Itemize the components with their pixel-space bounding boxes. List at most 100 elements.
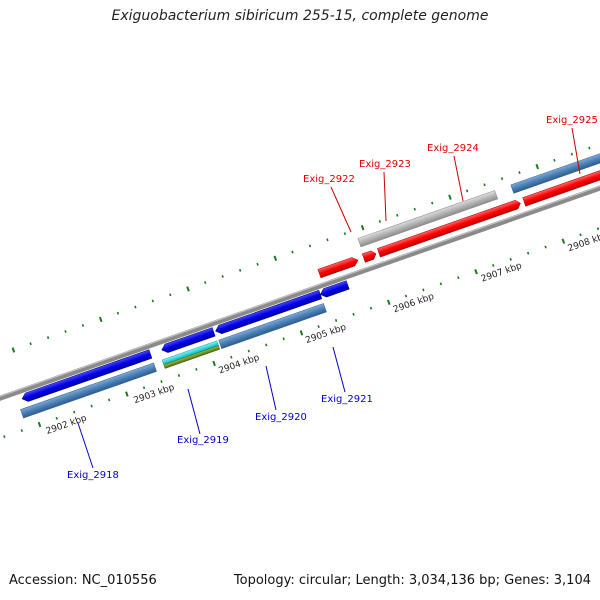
- scale-tick-top-minor: [308, 244, 312, 248]
- scale-tick-top-minor: [396, 213, 399, 217]
- scale-tick-bottom-minor: [55, 416, 58, 420]
- scale-tick-bottom-minor: [247, 349, 250, 353]
- leader-line-exig-2919: [187, 388, 201, 435]
- scale-tick-bottom-minor: [509, 257, 512, 261]
- gene-label-exig-2922[interactable]: Exig_2922: [303, 174, 355, 185]
- scale-tick-top-major: [535, 163, 540, 170]
- gene-label-exig-2924[interactable]: Exig_2924: [427, 143, 479, 154]
- scale-tick-top-minor: [553, 158, 556, 162]
- scale-tick-top-minor: [500, 177, 504, 181]
- scale-tick-top-minor: [326, 238, 329, 242]
- scale-tick-top-minor: [256, 262, 259, 266]
- scale-tick-bottom-major: [299, 330, 304, 336]
- feature-steel-bar-middle[interactable]: [218, 303, 327, 349]
- scale-label-2907: 2907 kbp: [480, 261, 524, 285]
- scale-tick-bottom-minor: [596, 227, 600, 231]
- scale-tick-bottom-major: [474, 269, 478, 275]
- scale-tick-top-minor: [81, 323, 85, 327]
- gene-arrow-exig-2919[interactable]: [160, 327, 216, 355]
- scale-tick-top-minor: [291, 250, 294, 254]
- scale-tick-top-minor: [518, 171, 521, 174]
- scale-tick-bottom-minor: [230, 355, 233, 359]
- feature-steel-bar-left[interactable]: [20, 362, 157, 419]
- scale-tick-bottom-major: [212, 360, 216, 367]
- scale-tick-bottom-major: [125, 391, 129, 397]
- scale-tick-bottom-minor: [177, 374, 181, 377]
- scale-tick-top-minor: [465, 189, 469, 193]
- scale-tick-top-minor: [570, 152, 574, 156]
- gene-label-exig-2918[interactable]: Exig_2918: [67, 470, 119, 481]
- summary-text: Topology: circular; Length: 3,034,136 bp…: [233, 573, 591, 588]
- scale-tick-bottom-minor: [492, 263, 495, 267]
- genome-track: 2902 kbp 2903 kbp 2904 kbp 2905 kbp 2906…: [0, 146, 600, 439]
- scale-tick-top-minor: [46, 336, 50, 340]
- scale-tick-top-major: [11, 347, 16, 353]
- scale-tick-bottom-minor: [334, 319, 338, 322]
- map-title: Exiguobacterium sibiricum 255-15, comple…: [111, 8, 489, 24]
- scale-ticks-top: [11, 146, 591, 353]
- scale-tick-bottom-minor: [439, 282, 443, 286]
- gene-arrow-exig-2922[interactable]: [317, 256, 360, 279]
- leader-line-exig-2920: [265, 365, 277, 411]
- gene-label-exig-2919[interactable]: Exig_2919: [177, 435, 229, 446]
- scale-tick-bottom-minor: [73, 410, 76, 414]
- scale-tick-top-minor: [483, 183, 486, 187]
- scale-ticks-bottom: [3, 227, 600, 439]
- scale-tick-top-minor: [431, 201, 434, 205]
- scale-label-2906: 2906 kbp: [392, 292, 436, 316]
- scale-tick-top-minor: [343, 232, 347, 236]
- scale-tick-top-minor: [204, 281, 207, 285]
- scale-tick-top-minor: [151, 299, 155, 303]
- scale-tick-bottom-minor: [352, 312, 355, 316]
- leader-line-exig-2918: [77, 422, 94, 469]
- genome-backbone-highlight: [0, 169, 600, 402]
- scale-tick-bottom-minor: [90, 404, 93, 408]
- scale-tick-top-major: [448, 194, 452, 200]
- scale-tick-top-minor: [134, 305, 137, 309]
- scale-tick-top-major: [98, 316, 103, 323]
- scale-tick-top-minor: [238, 268, 242, 272]
- scale-tick-bottom-minor: [404, 294, 408, 298]
- scale-tick-bottom-minor: [422, 288, 425, 292]
- feature-grey-bar[interactable]: [357, 190, 499, 248]
- gene-label-exig-2925[interactable]: Exig_2925: [546, 115, 598, 126]
- feature-steel-bar-right[interactable]: [510, 148, 600, 194]
- scale-label-2904: 2904 kbp: [218, 353, 262, 377]
- scale-tick-top-minor: [64, 330, 67, 333]
- scale-tick-top-minor: [116, 311, 120, 315]
- scale-tick-bottom-minor: [282, 337, 285, 341]
- gene-arrow-exig-2918[interactable]: [21, 349, 153, 403]
- leader-line-exig-2923: [383, 171, 387, 222]
- gene-arrow-exig-2923[interactable]: [361, 250, 377, 263]
- scale-tick-top-minor: [221, 275, 224, 278]
- scale-tick-bottom-minor: [369, 306, 373, 310]
- scale-tick-bottom-minor: [544, 245, 547, 249]
- scale-tick-bottom-minor: [457, 276, 460, 280]
- gene-arrow-exig-2921[interactable]: [319, 280, 350, 299]
- leader-line-exig-2921: [332, 346, 346, 393]
- scale-tick-top-minor: [413, 207, 416, 211]
- gene-arrow-exig-2924[interactable]: [377, 199, 522, 258]
- scale-tick-bottom-minor: [579, 233, 582, 237]
- scale-tick-bottom-minor: [142, 386, 146, 390]
- scale-tick-top-minor: [588, 146, 591, 150]
- scale-tick-bottom-minor: [317, 325, 320, 329]
- gene-label-exig-2923[interactable]: Exig_2923: [359, 159, 411, 170]
- scale-tick-bottom-major: [386, 299, 391, 305]
- scale-tick-bottom-minor: [3, 435, 6, 439]
- gene-arrow-exig-2925[interactable]: [522, 158, 600, 207]
- scale-tick-bottom-minor: [160, 380, 163, 384]
- genome-backbone: [0, 169, 600, 406]
- feature-olive-bar[interactable]: [163, 345, 221, 369]
- scale-tick-bottom-minor: [20, 429, 23, 432]
- scale-tick-top-minor: [378, 220, 381, 223]
- leader-line-exig-2922: [330, 186, 352, 233]
- gene-label-exig-2920[interactable]: Exig_2920: [255, 412, 307, 423]
- leader-line-exig-2924: [453, 155, 464, 202]
- scale-tick-bottom-major: [561, 238, 566, 244]
- scale-tick-top-major: [360, 225, 365, 231]
- scale-tick-bottom-minor: [265, 343, 268, 347]
- gene-label-exig-2921[interactable]: Exig_2921: [321, 394, 373, 405]
- scale-tick-bottom-minor: [526, 251, 530, 255]
